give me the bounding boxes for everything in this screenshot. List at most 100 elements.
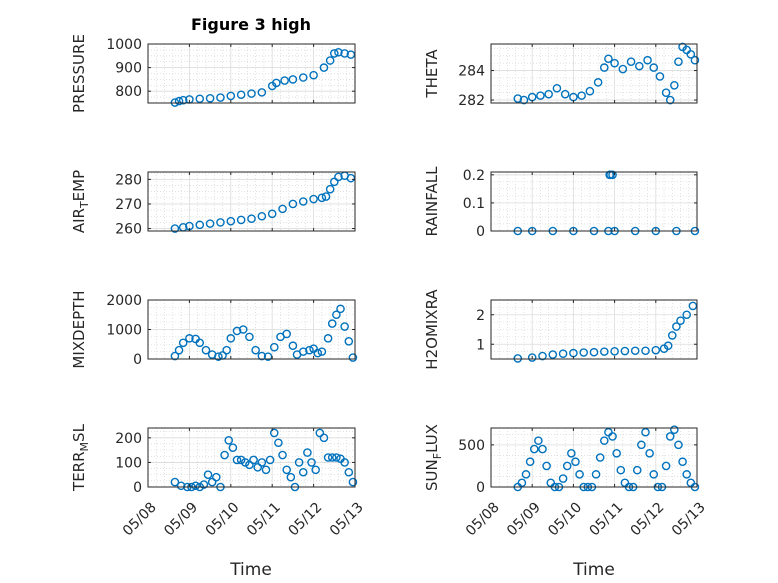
data-point bbox=[251, 345, 260, 355]
data-point bbox=[688, 301, 698, 311]
data-point bbox=[593, 78, 603, 87]
data-point bbox=[226, 334, 236, 343]
data-point bbox=[678, 457, 687, 467]
axes-box bbox=[490, 299, 698, 360]
data-point bbox=[641, 346, 650, 356]
data-point bbox=[536, 91, 545, 100]
data-point bbox=[257, 211, 267, 221]
data-point bbox=[257, 458, 267, 467]
data-point bbox=[216, 218, 225, 227]
data-point bbox=[245, 332, 254, 342]
data-point bbox=[552, 83, 562, 93]
y-tick-label: 900 bbox=[115, 61, 142, 77]
data-point bbox=[610, 58, 619, 68]
data-point bbox=[313, 348, 323, 358]
axes-box bbox=[490, 427, 698, 488]
data-point bbox=[682, 470, 692, 479]
data-point bbox=[288, 199, 298, 209]
x-tick-label: 05/13 bbox=[669, 499, 709, 539]
data-point bbox=[214, 352, 223, 361]
y-tick-label: 800 bbox=[115, 84, 142, 100]
data-point bbox=[282, 329, 291, 339]
data-point bbox=[249, 455, 258, 465]
x-tick-label: 05/08 bbox=[120, 499, 160, 539]
data-point bbox=[591, 470, 601, 479]
data-point bbox=[220, 450, 229, 460]
data-point bbox=[298, 467, 308, 477]
data-point bbox=[651, 345, 661, 355]
x-tick-label: 05/12 bbox=[628, 499, 668, 539]
data-point bbox=[529, 444, 539, 454]
data-point bbox=[174, 345, 184, 355]
data-point bbox=[344, 336, 354, 346]
data-point bbox=[278, 450, 287, 460]
y-tick-label: 284 bbox=[458, 64, 485, 80]
data-point bbox=[548, 350, 558, 359]
data-point bbox=[672, 322, 681, 331]
axes-box bbox=[490, 171, 698, 232]
data-point bbox=[612, 448, 621, 458]
data-point bbox=[294, 458, 304, 467]
data-point bbox=[280, 76, 289, 85]
x-tick-label: 05/11 bbox=[244, 499, 284, 539]
panel-rainfall: 0 0.1 0.2 RAINFALL bbox=[423, 166, 700, 240]
data-point bbox=[562, 461, 572, 471]
data-point bbox=[222, 345, 231, 355]
data-point bbox=[637, 440, 646, 450]
data-point bbox=[185, 334, 194, 343]
data-point bbox=[665, 95, 675, 105]
data-point bbox=[340, 322, 349, 331]
data-point bbox=[521, 470, 531, 479]
y-tick-label: 0 bbox=[133, 480, 142, 496]
data-point bbox=[340, 458, 349, 467]
y-axis-label: PRESSURE bbox=[70, 34, 88, 113]
panel-pressure: 800 900 1000 PRESSURE bbox=[70, 34, 356, 113]
data-point bbox=[236, 90, 246, 100]
data-point bbox=[340, 49, 349, 58]
data-point bbox=[513, 354, 523, 363]
y-tick-label: 200 bbox=[115, 431, 142, 447]
data-point bbox=[527, 353, 537, 362]
axes-box bbox=[147, 427, 356, 488]
data-point bbox=[558, 349, 568, 358]
x-tick-label: 05/13 bbox=[327, 499, 367, 539]
x-axis-label-left: Time bbox=[229, 560, 272, 580]
y-tick-label: 1000 bbox=[106, 323, 142, 339]
data-point bbox=[538, 351, 547, 361]
data-point bbox=[309, 70, 318, 80]
data-point bbox=[298, 73, 308, 82]
y-axis-label: SUNFLUX bbox=[423, 424, 444, 491]
data-point bbox=[282, 465, 291, 475]
data-point bbox=[670, 81, 679, 90]
data-point bbox=[325, 56, 335, 65]
y-axis-label: TERRMSL bbox=[70, 423, 91, 492]
data-point bbox=[288, 341, 298, 351]
data-point bbox=[620, 346, 630, 356]
data-point bbox=[567, 448, 576, 458]
data-point bbox=[604, 54, 613, 64]
data-point bbox=[327, 453, 337, 462]
data-point bbox=[332, 453, 341, 462]
y-tick-label: 2 bbox=[476, 308, 485, 324]
data-point bbox=[600, 347, 609, 356]
panel-air-temp: 260 270 280 AIRTEMP bbox=[70, 170, 356, 238]
data-point bbox=[534, 436, 543, 445]
data-point bbox=[224, 435, 234, 445]
data-point bbox=[305, 345, 314, 355]
data-point bbox=[288, 75, 298, 84]
axes-box bbox=[147, 43, 356, 104]
data-point bbox=[645, 448, 654, 458]
data-point bbox=[686, 50, 696, 59]
data-point bbox=[667, 331, 677, 340]
data-point bbox=[519, 95, 529, 105]
data-point bbox=[334, 47, 343, 57]
y-axis-label: MIXDEPTH bbox=[70, 290, 88, 368]
y-tick-label: 282 bbox=[458, 93, 485, 109]
data-point bbox=[247, 214, 256, 224]
x-tick-label: 05/09 bbox=[504, 499, 544, 539]
y-tick-label: 500 bbox=[458, 438, 485, 454]
data-point bbox=[226, 91, 236, 101]
data-point bbox=[517, 478, 527, 488]
data-point bbox=[600, 436, 609, 445]
y-tick-label: 0.1 bbox=[463, 196, 485, 212]
